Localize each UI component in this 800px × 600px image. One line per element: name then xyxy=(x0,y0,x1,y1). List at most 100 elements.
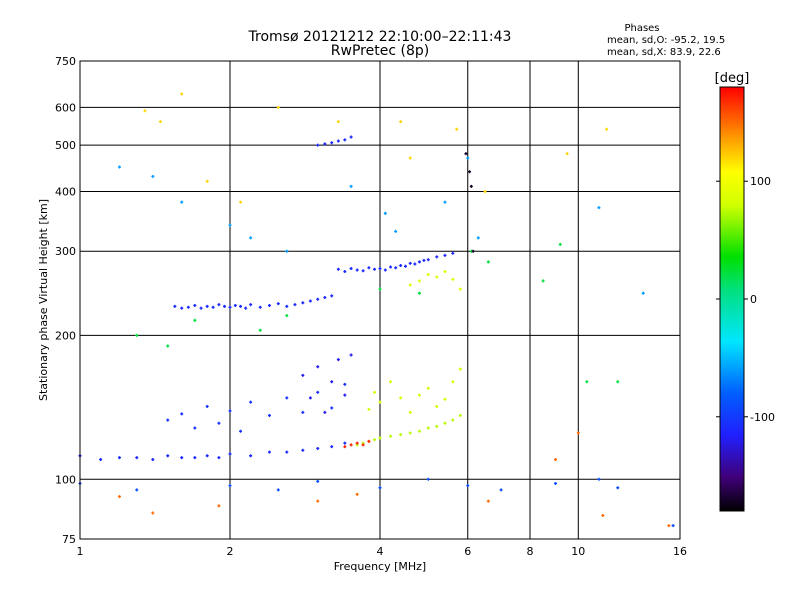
data-point xyxy=(408,261,412,265)
data-point xyxy=(389,380,393,384)
data-point xyxy=(349,267,353,271)
data-point xyxy=(451,251,455,255)
data-point xyxy=(276,302,280,306)
data-point xyxy=(217,303,221,307)
data-point xyxy=(228,452,232,456)
data-point xyxy=(343,393,347,397)
data-point xyxy=(378,287,382,291)
data-point xyxy=(166,344,170,348)
data-point xyxy=(417,393,421,397)
data-point xyxy=(158,120,162,124)
data-point xyxy=(173,304,177,308)
data-point xyxy=(211,305,215,309)
data-point xyxy=(323,410,327,414)
data-point xyxy=(426,477,430,481)
data-point xyxy=(468,170,472,174)
data-point xyxy=(301,373,305,377)
x-tick-label: 8 xyxy=(527,545,534,558)
data-point xyxy=(399,120,403,124)
colorbar-tick-label: 100 xyxy=(750,175,771,188)
data-point xyxy=(217,421,221,425)
data-point xyxy=(378,486,382,490)
data-point xyxy=(316,143,320,147)
y-tick-label: 750 xyxy=(55,55,76,68)
data-point xyxy=(399,433,403,437)
data-point xyxy=(336,120,340,124)
data-point xyxy=(99,457,103,461)
data-point xyxy=(205,304,209,308)
data-point xyxy=(443,421,447,425)
data-point xyxy=(408,410,412,414)
data-point xyxy=(383,211,387,215)
data-point xyxy=(223,304,227,308)
data-point xyxy=(553,457,557,461)
colorbar-ticks: 100 0 -100 xyxy=(716,175,775,424)
data-point xyxy=(151,457,155,461)
data-point xyxy=(267,450,271,454)
data-point xyxy=(343,270,347,274)
data-point xyxy=(193,426,197,430)
data-point xyxy=(180,456,184,460)
x-tick-label: 4 xyxy=(377,545,384,558)
axis-ticks: 1 2 4 6 8 10 16 75 100 200 300 400 500 600 750 xyxy=(55,55,687,558)
data-point xyxy=(451,418,455,422)
data-point xyxy=(373,438,377,442)
data-point xyxy=(258,328,262,332)
data-point xyxy=(323,142,327,146)
data-point xyxy=(383,268,387,272)
data-point xyxy=(553,481,557,485)
data-point xyxy=(166,418,170,422)
data-point xyxy=(285,314,289,318)
plot-frame xyxy=(79,60,681,540)
data-point xyxy=(408,431,412,435)
colorbar-label: [deg] xyxy=(715,71,750,86)
data-point xyxy=(499,488,503,492)
data-point xyxy=(616,380,620,384)
legend-line-o: mean, sd,O: -95.2, 19.5 xyxy=(607,35,725,46)
data-point xyxy=(135,456,139,460)
data-point xyxy=(239,200,243,204)
data-point xyxy=(343,445,347,449)
data-point xyxy=(486,260,490,264)
data-point xyxy=(316,479,320,483)
data-point xyxy=(301,448,305,452)
data-point xyxy=(336,358,340,362)
x-tick-label: 16 xyxy=(673,545,687,558)
data-point xyxy=(193,318,197,322)
data-point xyxy=(135,333,139,337)
data-point xyxy=(355,492,359,496)
data-point xyxy=(336,267,340,271)
data-point xyxy=(605,127,609,131)
data-point xyxy=(597,477,601,481)
data-point xyxy=(143,109,147,113)
data-point xyxy=(471,249,475,253)
data-point xyxy=(330,406,334,410)
data-point xyxy=(565,152,569,156)
legend-title: Phases xyxy=(624,23,659,34)
data-point xyxy=(483,189,487,193)
colorbar-tick-label: -100 xyxy=(750,411,775,424)
data-point xyxy=(239,429,243,433)
data-point xyxy=(205,179,209,183)
data-point xyxy=(301,301,305,305)
data-point xyxy=(426,426,430,430)
data-point xyxy=(399,264,403,268)
data-point xyxy=(476,236,480,240)
data-point xyxy=(585,380,589,384)
data-point xyxy=(343,441,347,445)
data-point xyxy=(378,436,382,440)
data-point xyxy=(330,445,334,449)
data-point xyxy=(323,296,327,300)
y-tick-label: 75 xyxy=(62,533,76,546)
data-point xyxy=(558,242,562,246)
data-point xyxy=(443,397,447,401)
data-point xyxy=(361,269,365,273)
data-point xyxy=(228,223,232,227)
data-point xyxy=(443,200,447,204)
data-point xyxy=(244,306,248,310)
data-point xyxy=(541,279,545,283)
data-point xyxy=(180,200,184,204)
data-point xyxy=(258,305,262,309)
data-point xyxy=(316,365,320,369)
data-point xyxy=(417,279,421,283)
